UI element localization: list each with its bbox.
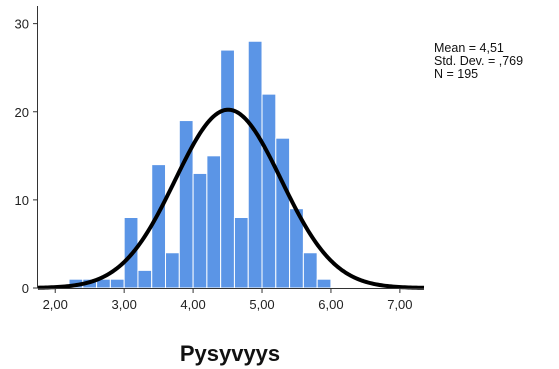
- y-tick-label: 20: [15, 105, 29, 120]
- x-tick-label: 2,00: [43, 297, 68, 312]
- histogram-bar: [165, 252, 180, 289]
- histogram-bar: [220, 49, 235, 289]
- stats-box: Mean = 4,51 Std. Dev. = ,769 N = 195: [434, 42, 523, 81]
- y-tick-label: 0: [22, 281, 29, 296]
- stats-mean: Mean = 4,51: [434, 41, 504, 55]
- histogram-bar: [151, 164, 167, 289]
- histogram-bar: [137, 269, 153, 289]
- histogram-bar: [109, 278, 125, 289]
- stats-n: N = 195: [434, 67, 479, 81]
- stats-std-dev: Std. Dev. = ,769: [434, 54, 524, 68]
- histogram-bar: [316, 278, 332, 289]
- histogram-bar: [206, 155, 222, 289]
- histogram-bar: [247, 40, 263, 289]
- normal-curve: [37, 107, 425, 290]
- y-tick-label: 30: [15, 17, 29, 32]
- histogram-bar: [302, 252, 318, 289]
- x-tick-label: 4,00: [180, 297, 205, 312]
- histogram-bars: [68, 40, 332, 289]
- histogram-bar: [261, 93, 277, 289]
- y-tick-label: 10: [15, 193, 29, 208]
- histogram-bar: [275, 137, 291, 289]
- histogram-bar: [233, 217, 249, 289]
- y-axis-ticks: 0 10 20 30: [15, 17, 38, 296]
- histogram-bar: [192, 172, 208, 289]
- x-tick-label: 3,00: [112, 297, 137, 312]
- x-axis-title: Pysyvyys: [180, 341, 280, 366]
- x-tick-label: 7,00: [387, 297, 412, 312]
- x-axis-ticks: 2,00 3,00 4,00 5,00 6,00 7,00: [43, 288, 413, 312]
- x-tick-label: 5,00: [249, 297, 274, 312]
- x-tick-label: 6,00: [318, 297, 343, 312]
